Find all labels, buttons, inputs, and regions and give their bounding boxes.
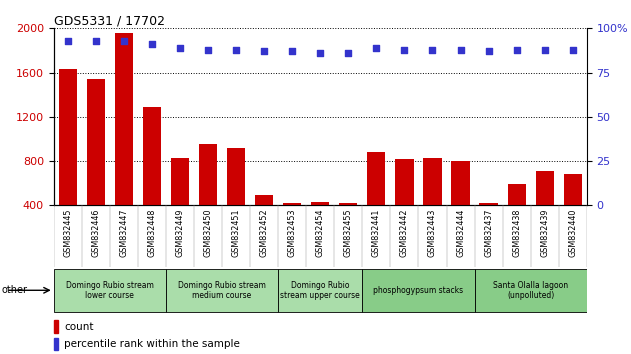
Point xyxy=(540,47,550,52)
Text: Santa Olalla lagoon
(unpolluted): Santa Olalla lagoon (unpolluted) xyxy=(493,281,569,300)
Text: GSM832450: GSM832450 xyxy=(203,209,213,257)
Bar xyxy=(54,320,59,333)
Bar xyxy=(54,338,59,350)
Bar xyxy=(339,203,357,250)
Point xyxy=(456,47,466,52)
Point xyxy=(568,47,578,52)
FancyBboxPatch shape xyxy=(278,269,362,312)
Text: GSM832452: GSM832452 xyxy=(259,209,269,257)
Text: GSM832443: GSM832443 xyxy=(428,209,437,257)
Bar xyxy=(563,175,582,250)
Text: GSM832448: GSM832448 xyxy=(148,209,156,257)
Text: GDS5331 / 17702: GDS5331 / 17702 xyxy=(54,14,165,27)
FancyBboxPatch shape xyxy=(166,269,278,312)
Point xyxy=(343,50,353,56)
Point xyxy=(315,50,326,56)
Point xyxy=(91,38,101,44)
FancyBboxPatch shape xyxy=(475,269,587,312)
Text: Domingo Rubio stream
lower course: Domingo Rubio stream lower course xyxy=(66,281,154,300)
Point xyxy=(483,48,493,54)
Text: GSM832438: GSM832438 xyxy=(512,209,521,257)
Bar xyxy=(59,69,77,250)
Text: GSM832442: GSM832442 xyxy=(400,209,409,257)
Text: GSM832445: GSM832445 xyxy=(63,209,72,257)
Point xyxy=(203,47,213,52)
Bar xyxy=(86,79,105,250)
Text: GSM832455: GSM832455 xyxy=(344,209,353,257)
Text: GSM832437: GSM832437 xyxy=(484,209,493,257)
Bar xyxy=(507,184,526,250)
Bar xyxy=(283,203,301,250)
Text: GSM832447: GSM832447 xyxy=(119,209,128,257)
Text: GSM832449: GSM832449 xyxy=(175,209,184,257)
Bar xyxy=(115,33,133,250)
FancyBboxPatch shape xyxy=(362,269,475,312)
Point xyxy=(62,38,73,44)
Text: GSM832451: GSM832451 xyxy=(232,209,240,257)
Bar xyxy=(199,144,217,250)
Text: GSM832446: GSM832446 xyxy=(91,209,100,257)
Point xyxy=(259,48,269,54)
Text: count: count xyxy=(64,322,94,332)
Point xyxy=(175,45,185,51)
Bar xyxy=(451,161,469,250)
Text: GSM832440: GSM832440 xyxy=(569,209,577,257)
Point xyxy=(147,41,157,47)
Text: GSM832453: GSM832453 xyxy=(288,209,297,257)
Text: phosphogypsum stacks: phosphogypsum stacks xyxy=(374,286,464,295)
Text: GSM832444: GSM832444 xyxy=(456,209,465,257)
Bar xyxy=(311,202,329,250)
Text: Domingo Rubio
stream upper course: Domingo Rubio stream upper course xyxy=(280,281,360,300)
Bar xyxy=(143,107,161,250)
Point xyxy=(427,47,437,52)
Point xyxy=(231,47,241,52)
Bar xyxy=(480,203,498,250)
Bar xyxy=(171,158,189,250)
Point xyxy=(399,47,410,52)
Text: GSM832454: GSM832454 xyxy=(316,209,325,257)
Bar xyxy=(423,158,442,250)
Text: other: other xyxy=(2,285,28,295)
Point xyxy=(287,48,297,54)
Text: percentile rank within the sample: percentile rank within the sample xyxy=(64,339,240,349)
Point xyxy=(512,47,522,52)
Bar xyxy=(227,148,245,250)
Bar xyxy=(367,152,386,250)
Point xyxy=(119,38,129,44)
Bar xyxy=(255,195,273,250)
FancyBboxPatch shape xyxy=(54,269,166,312)
Text: GSM832439: GSM832439 xyxy=(540,209,549,257)
Text: GSM832441: GSM832441 xyxy=(372,209,381,257)
Bar xyxy=(536,171,554,250)
Point xyxy=(371,45,381,51)
Bar xyxy=(395,159,413,250)
Text: Domingo Rubio stream
medium course: Domingo Rubio stream medium course xyxy=(178,281,266,300)
